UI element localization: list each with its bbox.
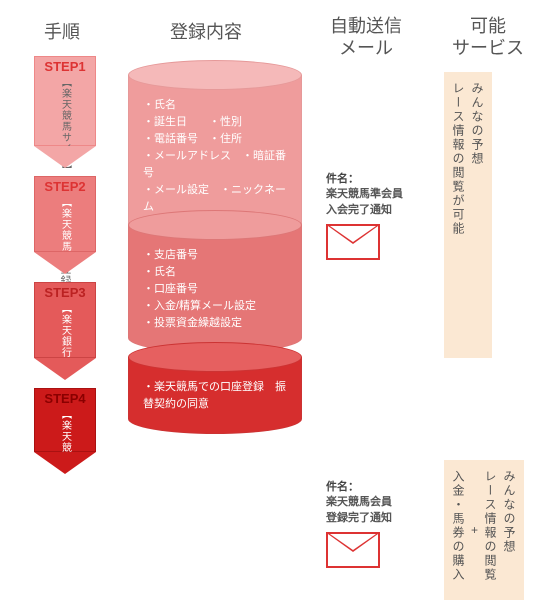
header-mail-line1: 自動送信 [330,16,402,36]
cyl-item: ・氏名 [143,97,287,114]
mail-subject-line1: 楽天競馬会員 [326,495,436,510]
cylinder-cyl3: ・楽天競馬での口座登録 振替契約の同意 [128,342,302,434]
header-mail: 自動送信 メール [330,16,402,59]
cyl-item: ・支店番号 [143,247,287,264]
step-label: STEP1 [35,59,95,74]
arrow-step4: STEP4 【楽天競馬サイト】完了 [34,388,96,474]
cyl-list: ・楽天競馬での口座登録 振替契約の同意 [143,379,287,413]
cyl-list: ・支店番号・氏名・口座番号・入金/精算メール設定・投票資金繰越設定 [143,247,287,332]
plus-icon: + [469,523,480,537]
service-line: レース情報の閲覧 [482,470,499,590]
cyl-item: ・入金/精算メール設定 [143,298,287,315]
service-line: みんなの予想 [469,82,486,348]
cylinder-cyl2: ・支店番号・氏名・口座番号・入金/精算メール設定・投票資金繰越設定 [128,210,302,353]
cyl-item: ・楽天競馬での口座登録 振替契約の同意 [143,379,287,413]
cyl-item: ・メールアドレス ・暗証番号 [143,148,287,182]
mail-mail1: 件名： 楽天競馬準会員 入会完了通知 [326,172,436,260]
cyl-item: ・電話番号 ・住所 [143,131,287,148]
step-label: STEP3 [35,285,95,300]
step-label: STEP4 [35,391,95,406]
mail-subject-line2: 入会完了通知 [326,203,436,218]
service-line: みんなの予想 [501,470,518,590]
envelope-icon [326,532,380,568]
mail-subject-line2: 登録完了通知 [326,511,436,526]
arrow-step1: STEP1 【楽天競馬サイト】楽天会員情報の登録 [34,56,96,168]
service-svc1: みんなの予想レース情報の閲覧が可能 [444,72,492,358]
arrow-step3: STEP3 【楽天銀行サイト】口座振替の設定 [34,282,96,380]
cyl-item: ・誕生日 ・性別 [143,114,287,131]
mail-subject-label: 件名： [326,172,436,187]
arrow-step2: STEP2 【楽天競馬サイト】楽天銀行情報 の登録 [34,176,96,274]
header-procedure: 手順 [44,22,80,44]
service-svc2: みんなの予想レース情報の閲覧+入金・馬券の購入 [444,460,524,600]
service-line: レース情報の閲覧が可能 [450,82,467,348]
header-content: 登録内容 [170,22,242,44]
mail-mail2: 件名： 楽天競馬会員 登録完了通知 [326,480,436,568]
service-line: 入金・馬券の購入 [450,470,467,590]
cyl-item: ・氏名 [143,264,287,281]
header-service-line2: サービス [452,38,524,58]
header-mail-line2: メール [339,38,393,58]
header-service: 可能 サービス [452,16,524,59]
mail-subject-label: 件名： [326,480,436,495]
envelope-icon [326,224,380,260]
step-label: STEP2 [35,179,95,194]
cyl-item: ・投票資金繰越設定 [143,315,287,332]
header-service-line1: 可能 [470,16,506,36]
cyl-item: ・口座番号 [143,281,287,298]
mail-subject-line1: 楽天競馬準会員 [326,187,436,202]
